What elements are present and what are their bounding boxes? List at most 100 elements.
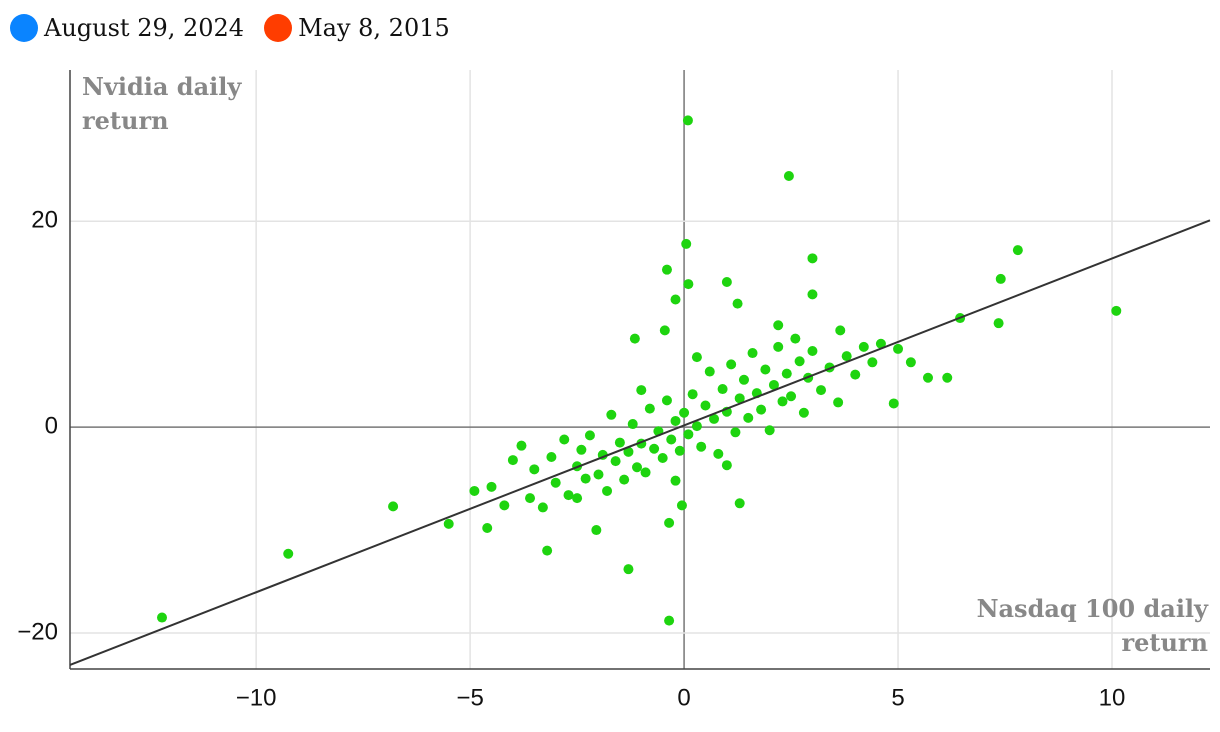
point bbox=[773, 341, 784, 352]
point bbox=[798, 407, 809, 418]
point bbox=[670, 415, 681, 426]
point bbox=[469, 485, 480, 496]
point bbox=[833, 397, 844, 408]
point bbox=[760, 364, 771, 375]
point bbox=[764, 425, 775, 436]
point bbox=[1012, 245, 1023, 256]
point bbox=[734, 498, 745, 509]
point bbox=[499, 500, 510, 511]
x-tick-label: 5 bbox=[891, 684, 904, 711]
legend-label: August 29, 2024 bbox=[44, 14, 245, 42]
y-tick-label: −20 bbox=[17, 618, 58, 645]
point bbox=[794, 356, 805, 367]
point bbox=[893, 343, 904, 354]
point bbox=[602, 485, 613, 496]
point bbox=[781, 368, 792, 379]
point bbox=[687, 389, 698, 400]
point bbox=[732, 298, 743, 309]
point bbox=[537, 502, 548, 513]
point bbox=[807, 253, 818, 264]
point bbox=[995, 273, 1006, 284]
point bbox=[614, 437, 625, 448]
point bbox=[676, 500, 687, 511]
point bbox=[738, 374, 749, 385]
point bbox=[743, 412, 754, 423]
point bbox=[623, 446, 634, 457]
point bbox=[486, 481, 497, 492]
point bbox=[747, 348, 758, 359]
point bbox=[704, 366, 715, 377]
point bbox=[443, 518, 454, 529]
point bbox=[670, 294, 681, 305]
y-tick-label: 0 bbox=[45, 412, 58, 439]
point bbox=[942, 372, 953, 383]
point bbox=[875, 338, 886, 349]
point bbox=[632, 462, 643, 473]
point bbox=[664, 615, 675, 626]
point bbox=[563, 490, 574, 501]
point bbox=[683, 429, 694, 440]
legend-swatch bbox=[264, 14, 293, 42]
point bbox=[768, 379, 779, 390]
point bbox=[790, 333, 801, 344]
x-axis-title: Nasdaq 100 daily return bbox=[976, 594, 1208, 657]
point bbox=[841, 351, 852, 362]
point bbox=[610, 456, 621, 467]
point bbox=[482, 522, 493, 533]
point bbox=[713, 448, 724, 459]
point bbox=[283, 548, 294, 559]
point bbox=[773, 320, 784, 331]
point bbox=[644, 403, 655, 414]
point bbox=[835, 325, 846, 336]
point bbox=[591, 525, 602, 536]
point bbox=[627, 419, 638, 430]
point bbox=[756, 404, 767, 415]
point bbox=[606, 409, 617, 420]
point bbox=[670, 475, 681, 486]
point bbox=[674, 445, 685, 456]
point bbox=[657, 453, 668, 464]
point bbox=[542, 545, 553, 556]
point bbox=[388, 501, 399, 512]
point bbox=[691, 421, 702, 432]
point bbox=[619, 474, 630, 485]
point bbox=[709, 413, 720, 424]
point bbox=[905, 357, 916, 368]
point bbox=[576, 444, 587, 455]
point bbox=[783, 171, 794, 182]
legend: August 29, 2024 May 8, 2015 bbox=[10, 14, 450, 42]
point bbox=[584, 430, 595, 441]
x-tick-label: −10 bbox=[236, 684, 277, 711]
point bbox=[683, 279, 694, 290]
point bbox=[807, 289, 818, 300]
point bbox=[816, 385, 827, 396]
point bbox=[786, 391, 797, 402]
point bbox=[717, 384, 728, 395]
point bbox=[730, 427, 741, 438]
point bbox=[661, 264, 672, 275]
point bbox=[696, 441, 707, 452]
legend-item: August 29, 2024 bbox=[10, 14, 244, 42]
point bbox=[550, 477, 561, 488]
point bbox=[661, 395, 672, 406]
point bbox=[721, 277, 732, 288]
point bbox=[777, 396, 788, 407]
point bbox=[922, 372, 933, 383]
point bbox=[681, 238, 692, 249]
point bbox=[559, 434, 570, 445]
point bbox=[734, 393, 745, 404]
y-tick-label: 20 bbox=[31, 207, 58, 234]
point bbox=[157, 612, 168, 623]
point bbox=[850, 369, 861, 380]
x-tick-label: 0 bbox=[677, 684, 690, 711]
point bbox=[640, 467, 651, 478]
legend-label: May 8, 2015 bbox=[298, 14, 450, 42]
trend-line bbox=[69, 219, 1211, 666]
legend-item: May 8, 2015 bbox=[264, 14, 450, 42]
legend-swatch bbox=[10, 14, 38, 42]
point bbox=[1111, 305, 1122, 316]
point bbox=[867, 357, 878, 368]
x-tick-label: 10 bbox=[1099, 684, 1126, 711]
